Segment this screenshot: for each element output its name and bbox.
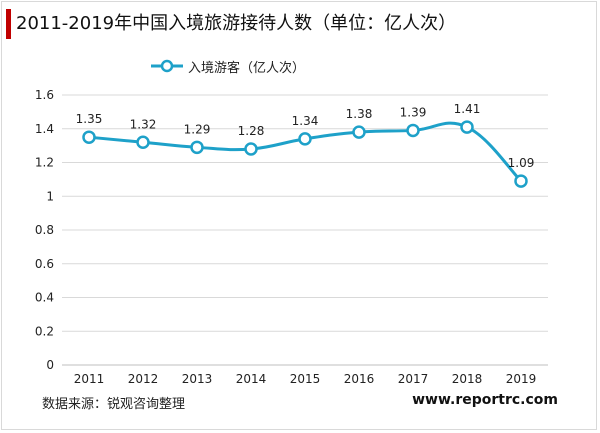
x-tick-label: 2015	[290, 372, 321, 386]
x-tick-label: 2016	[344, 372, 375, 386]
y-tick-label: 0.4	[35, 291, 54, 305]
legend-line-marker-icon	[151, 59, 183, 73]
data-label: 1.34	[292, 114, 319, 128]
data-label: 1.35	[76, 112, 103, 126]
data-point	[190, 140, 204, 155]
data-label: 1.28	[238, 124, 265, 138]
y-tick-label: 0	[46, 358, 54, 372]
x-tick-label: 2011	[74, 372, 105, 386]
series-line	[88, 121, 523, 183]
x-tick-label: 2017	[398, 372, 429, 386]
y-tick-label: 1.6	[35, 88, 54, 102]
y-tick-label: 0.8	[35, 223, 54, 237]
website-url[interactable]: www.reportrc.com	[412, 392, 558, 408]
data-label: 1.38	[346, 107, 373, 121]
legend: 入境游客（亿人次）	[150, 56, 305, 76]
y-tick-label: 1	[46, 189, 54, 203]
chart-title: 2011-2019年中国入境旅游接待人数（单位：亿人次）	[16, 13, 457, 34]
y-tick-label: 0.2	[35, 324, 54, 338]
legend-label: 入境游客（亿人次）	[188, 60, 306, 76]
data-point	[352, 125, 366, 139]
title-accent-bar	[6, 9, 11, 39]
data-label: 1.39	[400, 105, 427, 119]
y-tick-label: 1.4	[35, 122, 54, 136]
x-tick-label: 2014	[236, 372, 267, 386]
y-tick-label: 0.6	[35, 257, 54, 271]
data-point	[136, 135, 150, 149]
x-tick-label: 2019	[506, 372, 537, 386]
x-tick-label: 2018	[452, 372, 483, 386]
data-point	[298, 132, 312, 146]
data-point	[406, 123, 420, 138]
data-point	[460, 120, 474, 134]
data-source: 数据来源：锐观咨询整理	[42, 397, 186, 412]
data-point	[82, 130, 96, 144]
data-label: 1.29	[184, 122, 211, 136]
data-label: 1.09	[508, 156, 535, 170]
data-point	[514, 174, 528, 188]
y-tick-label: 1.2	[35, 156, 54, 170]
x-tick-label: 2012	[128, 372, 159, 386]
data-label: 1.32	[130, 117, 157, 131]
x-tick-label: 2013	[182, 372, 213, 386]
data-point	[244, 142, 258, 156]
data-label: 1.41	[454, 102, 481, 116]
